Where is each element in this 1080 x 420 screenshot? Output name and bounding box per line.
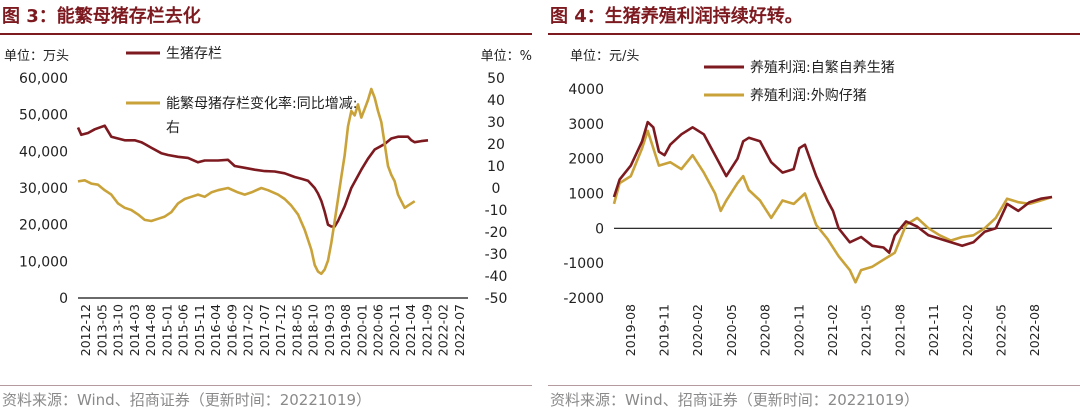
x-tick-label: 2014-03 (127, 304, 142, 356)
chart-title-fig4: 图 4：生猪养殖利润持续好转。 (550, 6, 803, 27)
series-line-secondary (612, 129, 1053, 284)
y-right-tick-label: -50 (485, 291, 508, 307)
x-tick-label: 2020-08 (758, 304, 773, 356)
y-left-tick-label: 4000 (568, 82, 604, 98)
x-tick-label: 2018-10 (306, 304, 321, 356)
x-tick-label: 2014-08 (143, 304, 158, 356)
source-divider-fig4 (548, 385, 1080, 386)
y-right-tick-label: 10 (487, 159, 505, 175)
x-tick-label: 2021-04 (403, 304, 418, 356)
y-left-tick-label: 60,000 (19, 71, 68, 87)
x-tick-label: 2013-05 (94, 304, 109, 356)
series-line-primary (612, 120, 1053, 254)
chart-fig3: 单位：万头 单位：% 0 10,000 20,000 30,000 40,000 50,000… (4, 46, 532, 356)
title-divider-fig4 (548, 33, 1080, 35)
series-line-secondary (77, 87, 416, 276)
y-left-tick-label: 40,000 (19, 144, 68, 160)
x-tick-label: 2016-04 (208, 304, 223, 356)
y-left-tick-label: -2000 (563, 291, 604, 307)
legend-label-secondary-cont: 右 (166, 120, 180, 136)
x-tick-label: 2019-11 (657, 304, 672, 356)
x-tick-label: 2020-01 (354, 304, 369, 356)
y-left-tick-label: -1000 (563, 256, 604, 272)
y-right-tick-label: 20 (487, 137, 505, 153)
x-tick-label: 2022-02 (436, 304, 451, 356)
series-line-primary (76, 124, 429, 228)
x-tick-label: 2021-02 (825, 304, 840, 356)
x-tick-label: 2022-07 (452, 304, 467, 356)
left-unit-label: 单位：万头 (4, 49, 69, 64)
x-tick-label: 2020-11 (387, 304, 402, 356)
x-tick-label: 2012-12 (78, 304, 93, 356)
y-right-tick-label: -40 (485, 269, 508, 285)
title-divider-fig3 (0, 33, 532, 35)
x-tick-label: 2019-03 (322, 304, 337, 356)
y-left-tick-label: 50,000 (19, 108, 68, 124)
x-tick-label: 2021-05 (859, 304, 874, 356)
x-tick-label: 2019-08 (623, 304, 638, 356)
y-right-tick-label: -30 (485, 247, 508, 263)
y-right-tick-label: 30 (487, 115, 505, 131)
x-tick-label: 2015-01 (159, 304, 174, 356)
x-tick-label: 2020-02 (690, 304, 705, 356)
x-tick-label: 2017-07 (257, 304, 272, 356)
y-left-tick-label: 0 (595, 221, 604, 237)
y-right-tick-label: 40 (487, 93, 505, 109)
y-left-tick-label: 10,000 (19, 254, 68, 270)
x-tick-label: 2020-06 (371, 304, 386, 356)
x-tick-label: 2016-09 (224, 304, 239, 356)
panel-fig3: 图 3：能繁母猪存栏去化 单位：万头 单位：% 0 10,000 20,000 30,00… (0, 0, 532, 420)
y-left-tick-label: 3000 (568, 117, 604, 133)
x-tick-label: 2022-02 (960, 304, 975, 356)
y-left-tick-label: 20,000 (19, 218, 68, 234)
x-tick-label: 2021-09 (419, 304, 434, 356)
source-divider-fig3 (0, 385, 532, 386)
y-left-tick-label: 1000 (568, 187, 604, 203)
chart-title-fig3: 图 3：能繁母猪存栏去化 (2, 6, 201, 27)
x-tick-label: 2020-05 (724, 304, 739, 356)
legend-label-secondary: 能繁母猪存栏变化率:同比增减: (166, 95, 357, 112)
x-tick-label: 2020-11 (791, 304, 806, 356)
legend-label-primary: 养殖利润:自繁自养生猪 (750, 59, 895, 76)
y-right-tick-label: 50 (487, 71, 505, 87)
legend-label-primary: 生猪存栏 (166, 46, 222, 62)
y-right-tick-label: -20 (485, 225, 508, 241)
x-tick-label: 2013-10 (111, 304, 126, 356)
source-note-fig3: 资料来源：Wind、招商证券（更新时间：20221019） (2, 391, 372, 409)
source-note-fig4: 资料来源：Wind、招商证券（更新时间：20221019） (550, 391, 920, 409)
chart-fig4: 单位：元/头 -2000 -1000 0 1000 2000 3000 4000 2019-08… (563, 49, 1053, 356)
x-tick-label: 2021-11 (926, 304, 941, 356)
x-tick-label: 2015-11 (192, 304, 207, 356)
x-tick-label: 2019-08 (338, 304, 353, 356)
left-unit-label: 单位：元/头 (570, 49, 639, 64)
legend-label-secondary: 养殖利润:外购仔猪 (750, 87, 867, 104)
x-tick-label: 2022-08 (1027, 304, 1042, 356)
y-left-tick-label: 30,000 (19, 181, 68, 197)
x-tick-label: 2022-05 (993, 304, 1008, 356)
y-right-tick-label: 0 (492, 181, 501, 197)
y-left-tick-label: 0 (59, 291, 68, 307)
y-right-tick-label: -10 (485, 203, 508, 219)
right-unit-label: 单位：% (481, 49, 532, 64)
x-tick-label: 2018-05 (289, 304, 304, 356)
x-tick-label: 2017-12 (273, 304, 288, 356)
x-tick-label: 2017-02 (241, 304, 256, 356)
x-tick-label: 2021-08 (892, 304, 907, 356)
panel-fig4: 图 4：生猪养殖利润持续好转。 单位：元/头 -2000 -1000 0 1000 200… (548, 0, 1080, 420)
x-tick-label: 2015-06 (176, 304, 191, 356)
y-left-tick-label: 2000 (568, 152, 604, 168)
